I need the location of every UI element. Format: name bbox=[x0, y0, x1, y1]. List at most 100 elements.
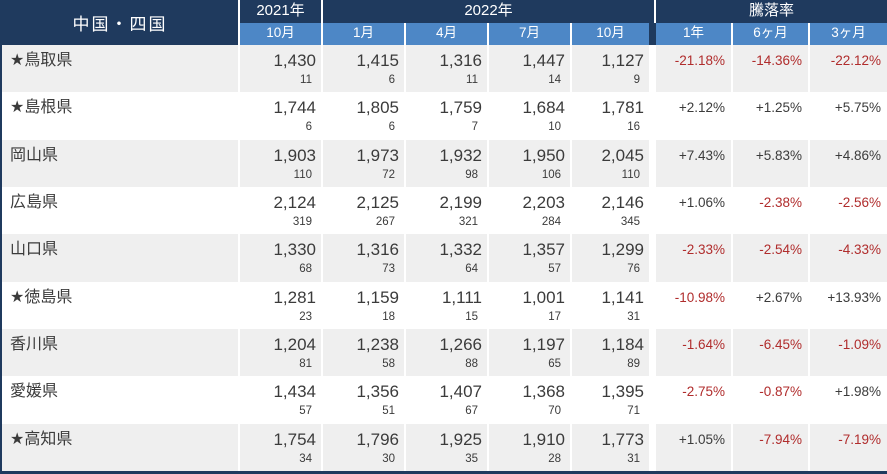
price-value: 1,001 bbox=[522, 287, 565, 307]
change-rate-cell: -1.09% bbox=[810, 329, 887, 376]
table-row: 岡山県 1,903 110 1,973 72 1,932 98 1,950 106 2,045 11… bbox=[2, 139, 887, 188]
price-value: 2,146 bbox=[601, 193, 644, 213]
col-2021-oct: 10月 bbox=[240, 23, 323, 45]
change-rate-value: -1.64% bbox=[682, 337, 725, 353]
prefecture-name: 山口県 bbox=[2, 234, 240, 282]
count-value: 14 bbox=[548, 74, 561, 86]
change-rate-cell: +5.83% bbox=[733, 139, 810, 188]
price-value: 1,281 bbox=[273, 287, 316, 307]
price-cell: 1,754 34 bbox=[240, 423, 323, 472]
price-value: 1,407 bbox=[439, 382, 482, 402]
price-value: 1,368 bbox=[522, 382, 565, 402]
price-value: 1,744 bbox=[273, 98, 316, 118]
price-cell: 1,796 30 bbox=[323, 423, 406, 472]
price-value: 1,111 bbox=[441, 287, 482, 307]
count-value: 110 bbox=[621, 168, 640, 181]
table-row: 愛媛県 1,434 57 1,356 51 1,407 67 1,368 70 1,395 71 -2… bbox=[2, 376, 887, 424]
year-group-row: 2021年 2022年 騰落率 bbox=[240, 0, 887, 23]
price-value: 1,299 bbox=[601, 240, 644, 260]
count-value: 321 bbox=[458, 216, 478, 229]
change-rate-value: +1.06% bbox=[678, 195, 725, 211]
col-change-1year: 1年 bbox=[656, 23, 733, 45]
price-cell: 1,238 58 bbox=[323, 329, 406, 377]
price-cell: 1,407 67 bbox=[406, 376, 489, 424]
change-rate-value: -10.98% bbox=[674, 289, 725, 305]
col-group-2021: 2021年 bbox=[240, 0, 323, 23]
count-value: 68 bbox=[299, 263, 312, 276]
price-cell: 1,395 71 bbox=[572, 376, 656, 424]
price-cell: 1,356 51 bbox=[323, 376, 406, 424]
count-value: 6 bbox=[388, 121, 395, 134]
table-row: 香川県 1,204 81 1,238 58 1,266 88 1,197 65 1,184 89 -1… bbox=[2, 329, 887, 377]
price-cell: 1,159 18 bbox=[323, 281, 406, 330]
col-2022-jan: 1月 bbox=[323, 23, 406, 45]
price-value: 1,415 bbox=[356, 51, 399, 70]
price-value: 1,184 bbox=[601, 335, 644, 355]
count-value: 64 bbox=[465, 263, 478, 276]
price-cell: 1,415 6 bbox=[323, 45, 406, 93]
prefecture-name: ★高知県 bbox=[2, 423, 240, 472]
price-cell: 1,773 31 bbox=[572, 423, 656, 472]
change-rate-value: +1.25% bbox=[755, 100, 802, 116]
price-value: 1,127 bbox=[601, 51, 644, 70]
count-value: 34 bbox=[299, 452, 312, 465]
change-rate-value: +2.67% bbox=[755, 289, 802, 305]
count-value: 11 bbox=[466, 74, 478, 86]
price-value: 2,045 bbox=[601, 145, 644, 165]
count-value: 67 bbox=[465, 405, 478, 418]
change-rate-value: +5.75% bbox=[834, 100, 881, 116]
count-value: 30 bbox=[382, 452, 395, 465]
count-value: 110 bbox=[293, 168, 312, 181]
change-rate-value: -2.33% bbox=[682, 242, 725, 258]
prefecture-name: ★徳島県 bbox=[2, 281, 240, 330]
change-rate-cell: -2.33% bbox=[656, 234, 733, 282]
table-header: 中国・四国 2021年 2022年 騰落率 10月 1月 4月 7月 10月 1… bbox=[2, 0, 887, 45]
count-value: 35 bbox=[465, 452, 478, 465]
price-value: 1,973 bbox=[356, 145, 399, 165]
price-value: 2,124 bbox=[273, 193, 316, 213]
price-cell: 1,204 81 bbox=[240, 329, 323, 377]
count-value: 9 bbox=[633, 74, 640, 86]
price-value: 1,925 bbox=[439, 429, 482, 449]
price-value: 1,238 bbox=[356, 335, 399, 355]
price-cell: 1,001 17 bbox=[489, 281, 572, 330]
price-cell: 1,684 10 bbox=[489, 92, 572, 140]
change-rate-cell: -0.87% bbox=[733, 376, 810, 424]
col-change-3month: 3ヶ月 bbox=[810, 23, 887, 45]
count-value: 284 bbox=[541, 216, 561, 229]
price-cell: 1,781 16 bbox=[572, 92, 656, 140]
price-value: 1,141 bbox=[601, 287, 644, 307]
col-2022-apr: 4月 bbox=[406, 23, 489, 45]
change-rate-cell: -4.33% bbox=[810, 234, 887, 281]
count-value: 73 bbox=[382, 263, 395, 276]
change-rate-value: +7.43% bbox=[678, 147, 725, 163]
change-rate-cell: +7.43% bbox=[656, 139, 733, 188]
count-value: 28 bbox=[548, 452, 561, 465]
price-cell: 1,184 89 bbox=[572, 329, 656, 377]
col-change-6month: 6ヶ月 bbox=[733, 23, 810, 45]
price-value: 1,781 bbox=[601, 98, 644, 118]
price-value: 1,684 bbox=[522, 98, 565, 118]
price-value: 1,332 bbox=[439, 240, 482, 260]
prefecture-name: ★島根県 bbox=[2, 92, 240, 140]
change-rate-cell: +2.67% bbox=[733, 281, 810, 330]
price-cell: 2,124 319 bbox=[240, 187, 323, 235]
price-value: 1,357 bbox=[522, 240, 565, 260]
change-rate-cell: -14.36% bbox=[733, 45, 810, 93]
price-cell: 1,434 57 bbox=[240, 376, 323, 424]
change-rate-value: -0.87% bbox=[759, 384, 802, 400]
count-value: 319 bbox=[292, 216, 312, 229]
price-value: 1,434 bbox=[273, 382, 316, 402]
price-cell: 1,197 65 bbox=[489, 329, 572, 377]
price-value: 1,903 bbox=[273, 145, 316, 165]
price-cell: 1,316 11 bbox=[406, 45, 489, 93]
count-value: 70 bbox=[548, 405, 561, 418]
price-cell: 1,744 6 bbox=[240, 92, 323, 140]
price-value: 2,199 bbox=[439, 193, 482, 213]
change-rate-value: -22.12% bbox=[830, 53, 881, 68]
count-value: 6 bbox=[305, 121, 312, 134]
price-cell: 2,203 284 bbox=[489, 187, 572, 235]
change-rate-cell: +2.12% bbox=[656, 92, 733, 140]
price-value: 1,447 bbox=[522, 51, 565, 70]
